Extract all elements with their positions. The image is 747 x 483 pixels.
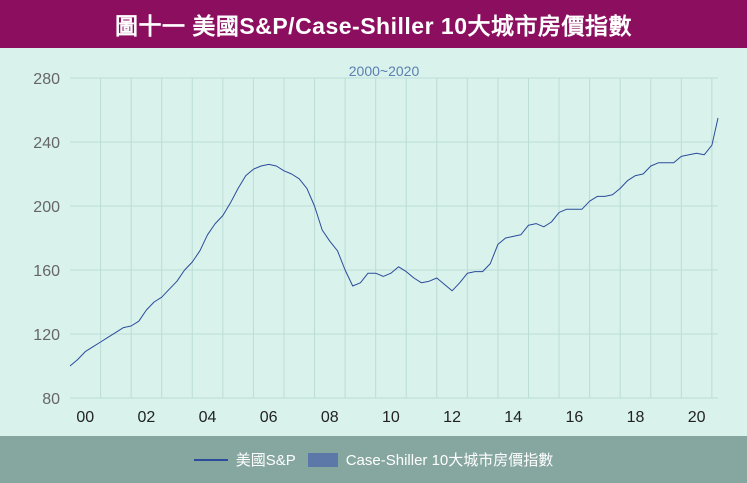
y-tick-label: 80	[42, 391, 60, 408]
series-group	[69, 117, 719, 367]
chart-subtitle: 2000~2020	[349, 63, 420, 79]
x-axis-ticks: 00 02 04 06 08 10 12 14 16 18 20	[76, 409, 705, 426]
plot-area: 2000~2020 80 120 160 200 240 280 00 02 04 06 08 10…	[0, 48, 747, 436]
x-tick-label: 12	[443, 409, 461, 426]
legend: 美國S&P Case-Shiller 10大城市房價指數	[0, 436, 747, 483]
line-chart: 2000~2020 80 120 160 200 240 280 00 02 04 06 08 10…	[33, 63, 719, 426]
chart-title: 圖十一 美國S&P/Case-Shiller 10大城市房價指數	[0, 0, 747, 48]
legend-item-sp: 美國S&P	[193, 449, 296, 470]
legend-item-case-shiller: Case-Shiller 10大城市房價指數	[307, 449, 554, 470]
x-tick-label: 06	[260, 409, 278, 426]
legend-swatch-marker	[307, 452, 338, 467]
x-tick-label: 04	[199, 409, 217, 426]
y-tick-label: 280	[33, 71, 60, 88]
legend-label-sp: 美國S&P	[235, 452, 296, 469]
grid-lines	[70, 77, 718, 399]
x-tick-label: 16	[565, 409, 583, 426]
y-tick-label: 160	[33, 263, 60, 280]
y-axis-ticks: 80 120 160 200 240 280	[33, 71, 60, 408]
x-tick-label: 18	[627, 409, 645, 426]
x-tick-label: 08	[321, 409, 339, 426]
x-tick-label: 20	[688, 409, 706, 426]
x-tick-label: 02	[138, 409, 156, 426]
series-line-0	[69, 117, 719, 367]
x-tick-label: 14	[504, 409, 522, 426]
x-tick-label: 10	[382, 409, 400, 426]
legend-line-marker	[193, 458, 228, 461]
y-tick-label: 200	[33, 199, 60, 216]
legend-label-case-shiller: Case-Shiller 10大城市房價指數	[345, 452, 554, 469]
y-tick-label: 120	[33, 327, 60, 344]
x-tick-label: 00	[76, 409, 94, 426]
y-tick-label: 240	[33, 135, 60, 152]
